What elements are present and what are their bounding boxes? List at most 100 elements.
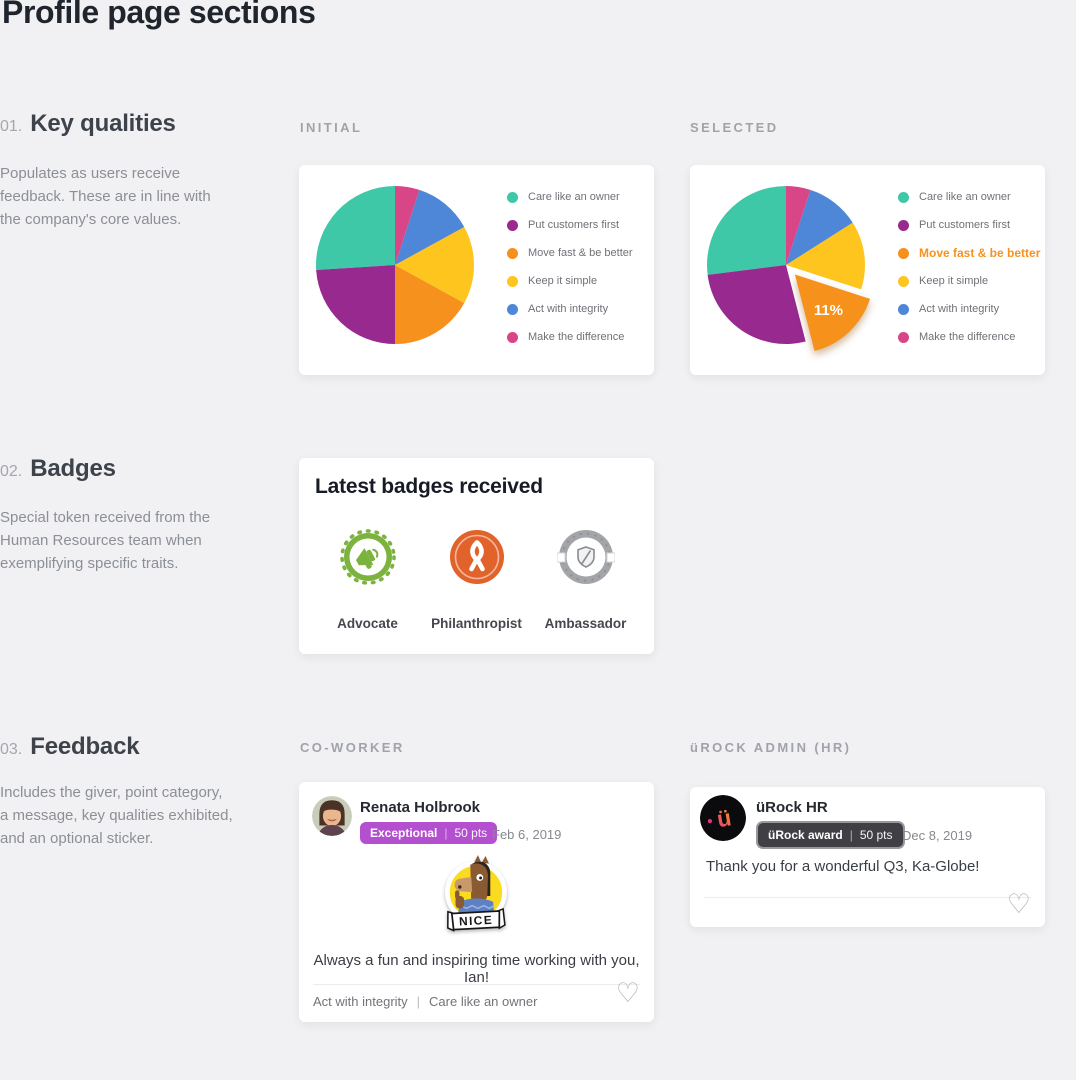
feedback-giver-name: üRock HR xyxy=(756,799,828,816)
badge-advocate[interactable]: Advocate xyxy=(313,528,422,631)
page-title: Profile page sections xyxy=(2,0,316,30)
legend-item[interactable]: Make the difference xyxy=(898,331,1040,343)
legend-label: Make the difference xyxy=(919,331,1016,343)
legend-dot-icon xyxy=(507,331,518,343)
legend-item[interactable]: Move fast & be better xyxy=(507,247,633,259)
heart-like-button[interactable]: ♡ xyxy=(1006,889,1031,919)
pie-slice[interactable] xyxy=(395,226,474,304)
pie-slice[interactable] xyxy=(794,274,871,351)
separator: | xyxy=(849,828,853,842)
pie-slice[interactable] xyxy=(786,189,853,265)
pie-slice[interactable] xyxy=(786,186,811,265)
section-title: Key qualities xyxy=(30,110,176,137)
legend-dot-icon xyxy=(898,219,909,231)
section-feedback-heading: 03. Feedback xyxy=(0,733,140,761)
legend-item[interactable]: Put customers first xyxy=(898,219,1040,231)
pie-slice[interactable] xyxy=(395,265,465,344)
legend-label: Move fast & be better xyxy=(919,246,1041,260)
legend-dot-icon xyxy=(898,247,909,259)
pie-slice[interactable] xyxy=(316,265,395,344)
badge-label: Philanthropist xyxy=(431,616,522,631)
legend-dot-icon xyxy=(898,191,909,203)
feedback-date: Feb 6, 2019 xyxy=(492,827,562,842)
badge-label: Ambassador xyxy=(544,616,627,631)
feedback-message: Always a fun and inspiring time working … xyxy=(313,952,640,986)
section-description: Populates as users receive feedback. The… xyxy=(0,165,211,228)
legend-dot-icon xyxy=(507,191,518,203)
legend-dot-icon xyxy=(898,275,909,287)
heart-like-button[interactable]: ♡ xyxy=(615,978,640,1008)
legend-label: Make the difference xyxy=(528,331,625,343)
section-number: 03. xyxy=(0,741,23,758)
legend-dot-icon xyxy=(507,275,518,287)
pie-slice[interactable] xyxy=(395,186,420,265)
column-label-coworker: CO-WORKER xyxy=(300,740,405,755)
ribbon-glyph xyxy=(468,540,485,572)
svg-text:ü: ü xyxy=(715,804,733,832)
quality-tag[interactable]: Act with integrity xyxy=(313,994,408,1009)
key-qualities-selected-card: 11% Care like an owner Put customers firs… xyxy=(690,165,1045,375)
divider xyxy=(704,897,1031,898)
pie-slice[interactable] xyxy=(316,186,395,270)
legend-item[interactable]: Act with integrity xyxy=(898,303,1040,315)
avatar xyxy=(312,796,352,836)
legend-label: Put customers first xyxy=(528,219,620,231)
legend-item[interactable]: Care like an owner xyxy=(898,191,1040,203)
legend-item[interactable]: Act with integrity xyxy=(507,303,633,315)
megaphone-badge-icon xyxy=(339,529,396,585)
divider xyxy=(313,984,640,985)
pie-slice[interactable] xyxy=(707,265,806,344)
point-category-badge: Exceptional | 50 pts xyxy=(360,822,498,844)
section-number: 01. xyxy=(0,118,23,135)
shield-badge-icon xyxy=(556,530,615,584)
section-number: 02. xyxy=(0,463,23,480)
woman-portrait-avatar xyxy=(312,796,352,836)
feedback-date: Dec 8, 2019 xyxy=(902,828,973,843)
pie-slice[interactable] xyxy=(395,189,465,265)
column-label-urock-admin: üROCK ADMIN (HR) xyxy=(690,740,852,755)
column-label-selected: SELECTED xyxy=(690,120,779,135)
urock-logo-avatar: ü xyxy=(700,795,746,841)
legend-item[interactable]: Make the difference xyxy=(507,331,633,343)
legend-item[interactable]: Put customers first xyxy=(507,219,633,231)
selected-legend: Care like an owner Put customers first Mov… xyxy=(898,191,1040,359)
slice-data-label: 11% xyxy=(814,302,843,319)
legend-label: Keep it simple xyxy=(919,275,989,287)
section-description: Includes the giver, point category, a me… xyxy=(0,784,233,847)
legend-item[interactable]: Move fast & be better xyxy=(898,246,1041,260)
pie-slice[interactable] xyxy=(707,186,786,275)
feedback-message: Thank you for a wonderful Q3, Ka-Globe! xyxy=(706,858,980,875)
legend-label: Act with integrity xyxy=(528,303,609,315)
award-badge: üRock award | 50 pts xyxy=(756,821,905,849)
legend-label: Act with integrity xyxy=(919,303,1000,315)
point-category-label: Exceptional xyxy=(370,826,438,840)
award-label: üRock award xyxy=(768,828,843,842)
legend-item[interactable]: Care like an owner xyxy=(507,191,633,203)
legend-label: Put customers first xyxy=(919,219,1011,231)
legend-item[interactable]: Keep it simple xyxy=(507,275,633,287)
quality-tag[interactable]: Care like an owner xyxy=(429,994,538,1009)
legend-dot-icon xyxy=(898,303,909,315)
legend-label: Keep it simple xyxy=(528,275,598,287)
coworker-feedback-card: Renata Holbrook Exceptional | 50 pts Feb… xyxy=(299,782,654,1022)
legend-label: Care like an owner xyxy=(919,191,1011,203)
points-value: 50 pts xyxy=(454,826,488,840)
section-key-qualities-heading: 01. Key qualities xyxy=(0,110,176,138)
initial-pie-chart[interactable] xyxy=(303,175,493,365)
badge-philanthropist[interactable]: Philanthropist xyxy=(422,528,531,631)
urock-admin-feedback-card: ü üRock HR üRock award | 50 pts Dec 8, 2… xyxy=(690,787,1045,927)
bojack-nice-sticker: NICE xyxy=(445,855,507,932)
pie-slice[interactable] xyxy=(786,222,865,290)
selected-pie-chart[interactable]: 11% xyxy=(694,175,884,365)
sticker-text: NICE xyxy=(459,913,494,929)
points-value: 50 pts xyxy=(859,828,893,842)
legend-label: Care like an owner xyxy=(528,191,620,203)
legend-label: Move fast & be better xyxy=(528,247,633,259)
badges-row: Advocate Philanthropist xyxy=(299,528,654,631)
initial-legend: Care like an owner Put customers first Mov… xyxy=(507,191,633,359)
legend-item[interactable]: Keep it simple xyxy=(898,275,1040,287)
nice-banner: NICE xyxy=(447,907,506,932)
exploded-pie-slice: 11% xyxy=(794,274,871,351)
badge-ambassador[interactable]: Ambassador xyxy=(531,528,640,631)
